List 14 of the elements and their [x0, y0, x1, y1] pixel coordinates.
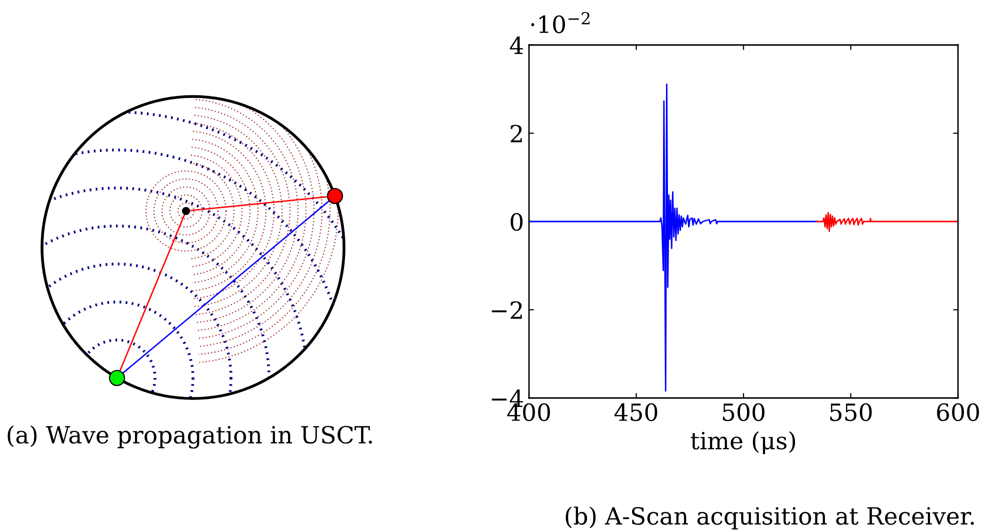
x-tick-label: 550	[830, 403, 872, 422]
y-tick-label: 2	[510, 124, 522, 142]
x-tick-label: 600	[937, 403, 979, 422]
text: (b) A-Scan acquisition at Receiver.	[566, 506, 974, 530]
line-series	[816, 212, 958, 232]
y-tick-label: 0	[510, 212, 523, 231]
y-tick-label: −2	[492, 301, 522, 319]
x-tick-label: 500	[722, 403, 764, 422]
text: (a) Wave propagation in USCT.	[8, 425, 372, 449]
y-tick-label: 4	[510, 36, 523, 54]
x-axis-title: time (μs)	[690, 431, 796, 454]
line-series	[529, 84, 818, 392]
x-tick-label: 450	[614, 403, 658, 422]
text: ·10$^{−2}$	[531, 12, 590, 34]
